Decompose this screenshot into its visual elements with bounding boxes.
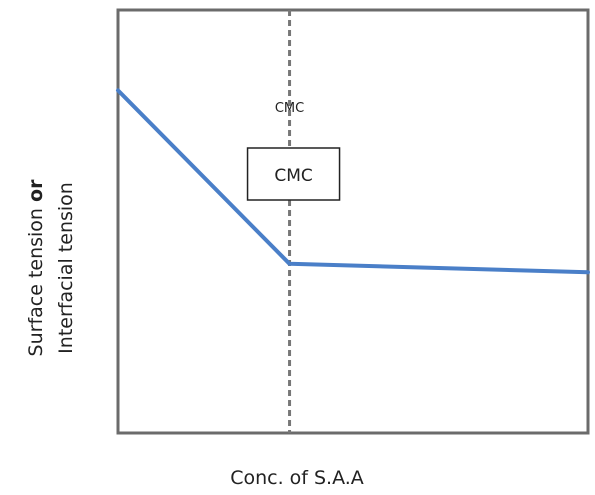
y-axis-label-line1: Surface tension or bbox=[25, 179, 47, 357]
cmc-marker-label: CMC bbox=[275, 101, 304, 116]
y-axis-label-line2: Interfacial tension bbox=[55, 182, 77, 354]
surface-tension-line bbox=[116, 88, 590, 275]
x-axis-label: Conc. of S.A.A bbox=[230, 467, 364, 489]
cmc-label-box bbox=[246, 147, 341, 201]
cmc-box-label: CMC bbox=[274, 166, 312, 186]
plot-frame bbox=[116, 8, 590, 435]
